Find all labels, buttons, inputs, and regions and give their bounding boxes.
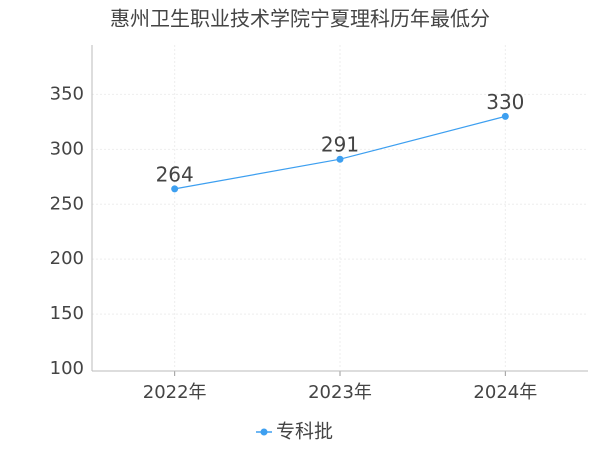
chart-title: 惠州卫生职业技术学院宁夏理科历年最低分: [110, 7, 490, 31]
x-tick-label: 2023年: [308, 382, 372, 403]
y-tick-label: 150: [50, 303, 84, 324]
legend-marker: [260, 428, 268, 436]
y-tick-label: 100: [50, 358, 84, 379]
point: [336, 155, 344, 163]
data-label: 330: [486, 90, 524, 114]
y-tick-label: 250: [50, 193, 84, 214]
y-tick-label: 200: [50, 248, 84, 269]
y-tick-label: 300: [50, 138, 84, 159]
point: [501, 112, 509, 120]
point: [171, 185, 179, 193]
legend-label: 专科批: [276, 421, 333, 443]
data-label: 291: [321, 133, 359, 157]
x-tick-label: 2022年: [143, 382, 207, 403]
y-tick-label: 350: [50, 83, 84, 104]
data-label: 264: [156, 162, 194, 186]
x-tick-label: 2024年: [473, 382, 537, 403]
